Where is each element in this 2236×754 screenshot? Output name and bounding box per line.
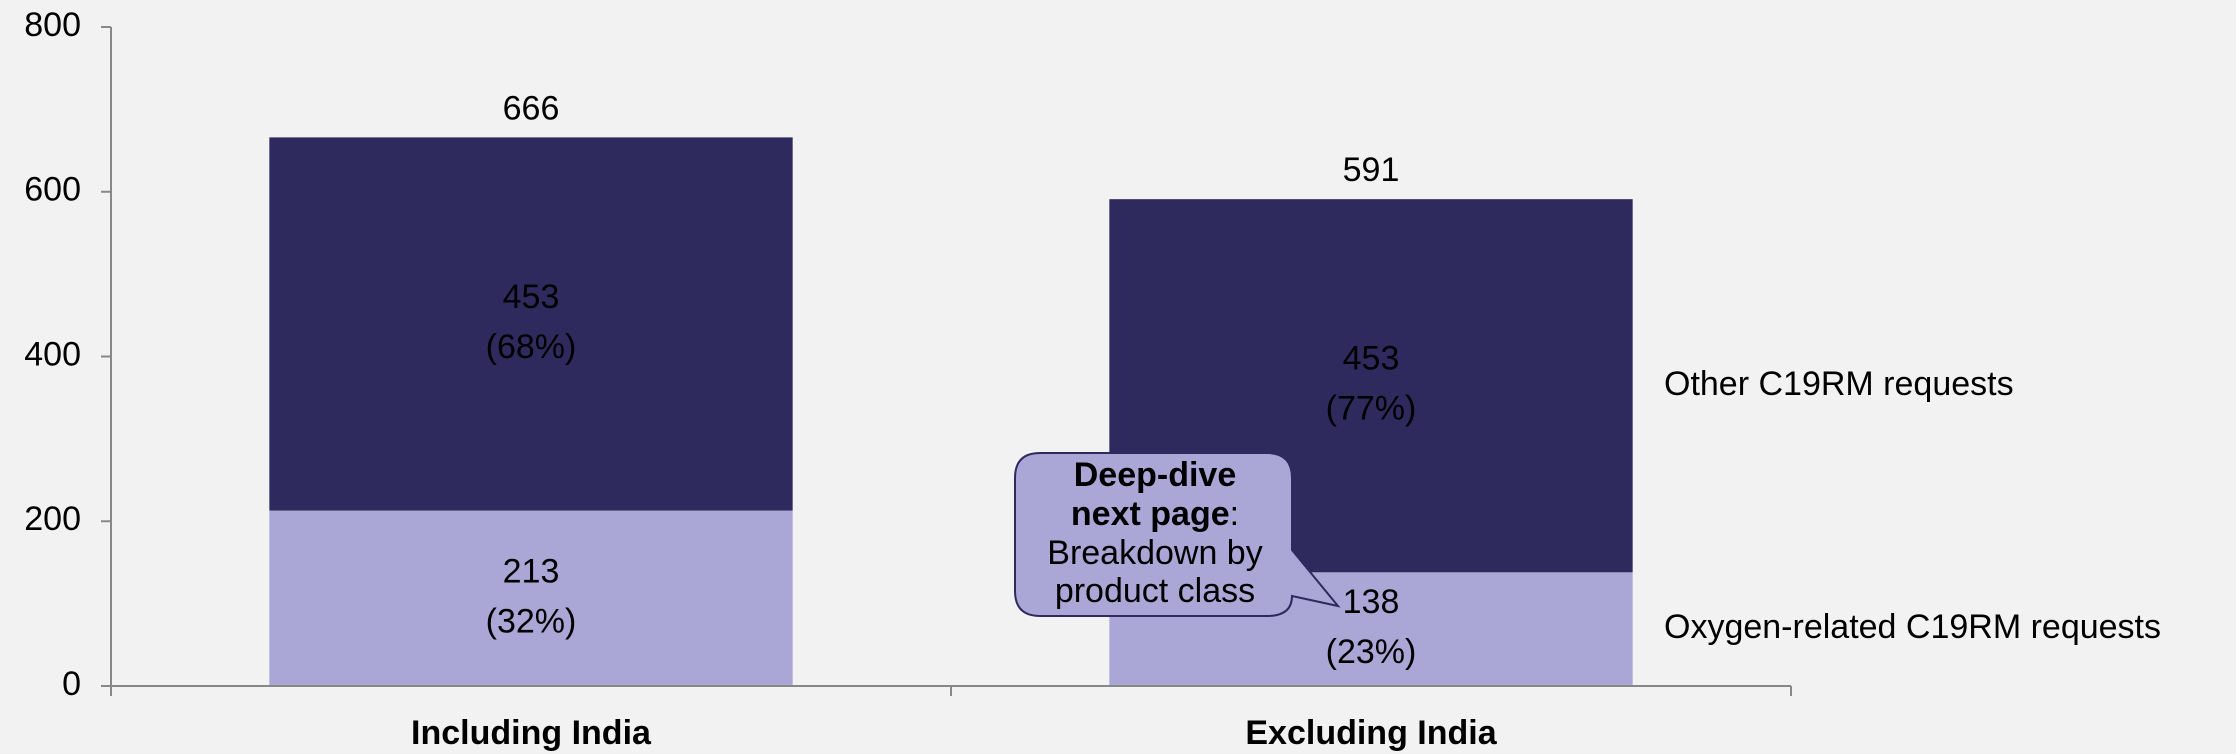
share-label: (68%) [486, 328, 577, 366]
bar-segment [269, 510, 793, 686]
value-label: 213 [503, 552, 560, 590]
callout-colon: : [1230, 495, 1239, 533]
x-tick-label: Including India [411, 714, 652, 752]
share-label: (23%) [1326, 633, 1417, 671]
value-label: 453 [1343, 340, 1400, 378]
y-tick-label: 200 [24, 500, 81, 538]
callout-bold: next page [1071, 495, 1230, 533]
share-label: (77%) [1326, 390, 1417, 428]
callout-text: Breakdown by [1047, 534, 1262, 572]
y-tick-label: 800 [24, 6, 81, 44]
callout-text: next page: [1071, 495, 1239, 533]
bar-segment [269, 137, 793, 511]
legend-label: Other C19RM requests [1664, 365, 2014, 403]
callout-box [1014, 452, 1341, 617]
callout-text: Deep-dive [1074, 456, 1237, 494]
total-label: 666 [503, 89, 560, 127]
x-tick-label: Excluding India [1245, 714, 1497, 752]
value-label: 453 [503, 278, 560, 316]
y-tick-label: 400 [24, 335, 81, 373]
share-label: (32%) [486, 602, 577, 640]
callout-text: product class [1055, 572, 1255, 610]
y-tick-label: 0 [62, 665, 81, 703]
value-label: 138 [1343, 583, 1400, 621]
legend-label: Oxygen-related C19RM requests [1664, 608, 2161, 646]
total-label: 591 [1343, 151, 1400, 189]
y-tick-label: 600 [24, 171, 81, 209]
